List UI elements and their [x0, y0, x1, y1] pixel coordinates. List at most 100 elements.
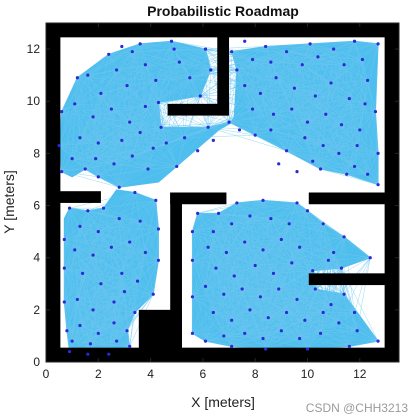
edge: [286, 150, 339, 154]
roadmap-node: [230, 222, 234, 226]
edge: [111, 247, 154, 295]
roadmap-node: [264, 347, 268, 351]
edge: [291, 82, 332, 110]
edge: [111, 247, 123, 274]
edge: [304, 82, 332, 138]
edge: [64, 208, 70, 240]
edge: [179, 61, 245, 86]
edge: [116, 340, 130, 347]
edge: [77, 273, 122, 300]
edge: [192, 296, 206, 342]
roadmap-node: [146, 167, 150, 171]
edge: [66, 249, 76, 331]
roadmap-node: [376, 339, 380, 343]
edge: [244, 312, 287, 334]
edge: [208, 247, 227, 253]
y-tick-label: 6: [33, 199, 40, 213]
roadmap-node: [159, 125, 163, 129]
edge: [79, 226, 159, 230]
edge: [137, 252, 146, 282]
x-tick-label: 4: [147, 367, 154, 381]
edge: [192, 296, 225, 337]
roadmap-node: [96, 175, 100, 179]
edge: [208, 247, 274, 274]
edge: [265, 299, 298, 350]
edge: [364, 103, 368, 175]
edge: [93, 106, 146, 118]
edge: [281, 239, 287, 313]
edge: [291, 262, 321, 334]
edge: [223, 265, 256, 337]
edge: [276, 64, 345, 79]
edge: [140, 43, 206, 50]
edge: [263, 333, 321, 339]
edge: [58, 145, 73, 159]
edge: [270, 218, 334, 253]
edge: [270, 124, 342, 131]
edge: [234, 249, 264, 277]
edge: [278, 260, 329, 290]
edge: [299, 247, 329, 261]
edge: [231, 223, 292, 264]
edge: [317, 56, 332, 84]
edge: [64, 249, 75, 269]
roadmap-node: [196, 211, 200, 215]
edge: [205, 338, 264, 342]
roadmap-nodes: [57, 39, 380, 356]
edge: [270, 82, 332, 131]
edge: [92, 283, 102, 310]
edge: [286, 48, 334, 52]
roadmap-node: [321, 310, 325, 315]
edge: [270, 61, 295, 89]
edge: [173, 48, 180, 63]
edge: [263, 249, 334, 253]
edge: [234, 275, 245, 334]
edge: [192, 320, 232, 334]
roadmap-node: [94, 157, 98, 161]
roadmap-node: [91, 115, 95, 119]
edge: [349, 98, 358, 146]
edge: [249, 200, 264, 217]
edge: [312, 161, 321, 170]
edge: [291, 98, 350, 110]
edge: [333, 252, 340, 323]
edge: [64, 226, 81, 240]
roadmap-node: [298, 336, 302, 341]
roadmap-node: [290, 261, 294, 265]
edge: [61, 54, 109, 112]
edge: [132, 48, 206, 52]
edge: [213, 241, 245, 313]
edge: [118, 218, 130, 243]
roadmap-node: [138, 219, 142, 223]
edge: [192, 200, 264, 232]
edge: [147, 137, 185, 170]
roadmap-node: [250, 107, 255, 111]
edge: [72, 147, 154, 159]
edge: [223, 262, 292, 295]
edge: [116, 41, 172, 71]
edge: [208, 127, 256, 136]
edge: [330, 294, 345, 305]
edge: [126, 85, 159, 103]
edge: [77, 54, 109, 78]
edge: [278, 288, 287, 313]
edge: [64, 268, 73, 342]
edge: [132, 132, 141, 157]
roadmap-node: [279, 329, 283, 333]
edge: [184, 108, 253, 138]
edge: [90, 309, 94, 344]
edge: [330, 41, 355, 84]
edge: [158, 102, 185, 138]
roadmap-node: [128, 120, 132, 124]
edge: [69, 309, 94, 352]
edge: [310, 43, 334, 50]
edge: [58, 103, 75, 146]
edge: [241, 288, 282, 331]
edge: [263, 247, 300, 251]
edge: [79, 226, 123, 274]
edge: [121, 260, 159, 274]
edge: [278, 252, 334, 290]
edge: [72, 142, 99, 159]
obstacle: [308, 192, 399, 205]
roadmap-node: [99, 91, 103, 96]
